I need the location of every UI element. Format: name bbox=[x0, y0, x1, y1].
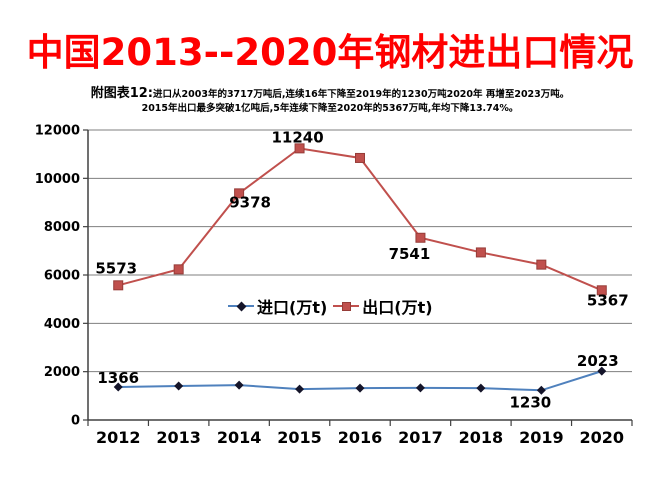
y-tick-label: 6000 bbox=[44, 269, 80, 284]
data-point-marker-export bbox=[294, 143, 305, 154]
y-tick-label: 12000 bbox=[35, 124, 80, 139]
data-point-marker-import bbox=[113, 382, 123, 392]
x-tick-label: 2020 bbox=[580, 428, 625, 447]
x-tick-label: 2018 bbox=[459, 428, 504, 447]
series-line-export bbox=[117, 147, 603, 292]
x-tick-label: 2016 bbox=[338, 428, 383, 447]
chart-legend: 进口(万t) 出口(万t) bbox=[228, 293, 433, 319]
x-tick-label: 2012 bbox=[96, 428, 141, 447]
data-point-label: 1366 bbox=[97, 369, 139, 387]
chart-subtitle-line2: 2015年出口最多突破1亿吨后,5年连续下降至2020年的5367万吨,年均下降… bbox=[141, 103, 519, 114]
data-point-label: 1230 bbox=[509, 393, 551, 411]
legend-item-import: 进口(万t) bbox=[228, 294, 327, 318]
x-tick-label: 2019 bbox=[519, 428, 564, 447]
y-tick-label: 10000 bbox=[35, 172, 80, 187]
legend-label-export: 出口(万t) bbox=[362, 298, 433, 317]
data-point-label: 7541 bbox=[389, 245, 431, 263]
data-point-marker-export bbox=[355, 152, 365, 163]
data-point-marker-export bbox=[536, 259, 547, 270]
y-tick-label: 8000 bbox=[44, 220, 80, 235]
data-point-marker-import bbox=[174, 381, 184, 391]
data-point-label: 5367 bbox=[587, 291, 629, 309]
chart-title: 中国2013--2020年钢材进出口情况 bbox=[26, 31, 634, 74]
y-tick-label: 4000 bbox=[44, 317, 80, 332]
export-series-marker-icon bbox=[333, 299, 360, 313]
data-point-label: 5573 bbox=[95, 259, 137, 277]
y-tick-label: 0 bbox=[71, 414, 80, 429]
data-point-label: 2023 bbox=[577, 352, 619, 370]
data-point-marker-import bbox=[355, 383, 365, 393]
chart-subtitle-line1: 附图表12:进口从2003年的3717万吨后,连续16年下降至2019年的123… bbox=[0, 82, 660, 101]
subtitle-line1-text: 进口从2003年的3717万吨后,连续16年下降至2019年的1230万吨202… bbox=[153, 89, 570, 100]
data-point-marker-import bbox=[536, 385, 546, 395]
subtitle-figure-number: 附图表12: bbox=[90, 86, 153, 101]
data-point-marker-export bbox=[475, 247, 486, 258]
data-point-marker-export bbox=[113, 280, 124, 291]
x-tick-label: 2013 bbox=[156, 428, 201, 447]
data-point-label: 9378 bbox=[229, 193, 271, 211]
data-point-marker-export bbox=[596, 285, 607, 296]
data-point-marker-export bbox=[173, 264, 184, 275]
data-point-label: 11240 bbox=[271, 128, 323, 146]
data-point-marker-export bbox=[234, 188, 245, 199]
x-tick-label: 2014 bbox=[217, 428, 262, 447]
x-tick-label: 2017 bbox=[398, 428, 443, 447]
legend-item-export: 出口(万t) bbox=[333, 294, 433, 318]
data-point-marker-export bbox=[415, 232, 426, 243]
y-tick-label: 2000 bbox=[44, 365, 80, 380]
data-point-marker-import bbox=[597, 366, 607, 376]
data-point-marker-import bbox=[234, 380, 244, 390]
data-point-marker-import bbox=[295, 384, 305, 394]
data-point-marker-import bbox=[476, 383, 486, 393]
legend-label-import: 进口(万t) bbox=[257, 298, 328, 317]
data-point-marker-import bbox=[415, 383, 425, 393]
import-series-marker-icon bbox=[228, 299, 254, 313]
x-tick-label: 2015 bbox=[277, 428, 322, 447]
